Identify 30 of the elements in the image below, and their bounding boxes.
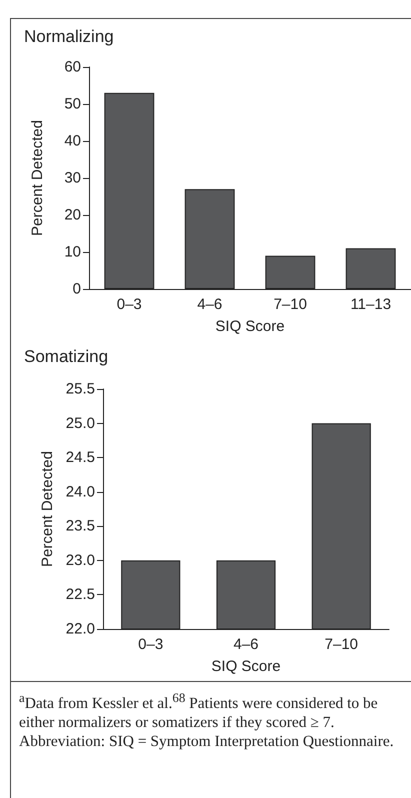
x-axis-title: SIQ Score <box>215 318 285 335</box>
x-tick-label: 7–10 <box>274 296 307 313</box>
x-tick-label: 4–6 <box>233 636 259 653</box>
y-tick-label: 40 <box>64 132 81 150</box>
text: Abbreviation: SIQ = Symptom Interpretation Questionnaire. <box>19 732 395 752</box>
y-tick-label: 24.5 <box>66 449 95 466</box>
x-tick-label: 4–6 <box>197 296 222 313</box>
y-tick-label: 30 <box>64 170 81 186</box>
y-tick-label: 24.0 <box>66 483 95 500</box>
chart-title: Somatizing <box>24 347 108 366</box>
text: $^{a}$Data from Kessler et al.$^{68}$ Patients were considered to be either normalizers or somatizers if they scored ≥ 7. <box>19 689 379 732</box>
y-tick-label: 22.0 <box>66 620 95 638</box>
y-tick-label: 25.5 <box>66 380 95 398</box>
y-tick-label: 20 <box>64 206 81 224</box>
y-tick-label: 10 <box>64 244 81 260</box>
x-tick-label: 7–10 <box>324 636 358 653</box>
y-tick-label: 0 <box>72 280 81 298</box>
y-tick-label: 50 <box>64 96 81 112</box>
x-tick-label: 0–3 <box>116 296 142 313</box>
x-tick-label: 0–3 <box>138 636 164 653</box>
x-tick-label: 11–13 <box>350 296 392 313</box>
y-tick-label: 23.0 <box>66 552 95 569</box>
x-axis-title: SIQ Score <box>211 658 281 675</box>
chart-title: Normalizing <box>24 27 114 46</box>
y-axis-title: Percent Detected <box>29 120 46 236</box>
y-tick-label: 22.5 <box>66 586 95 604</box>
y-tick-label: 25.0 <box>66 414 95 432</box>
y-tick-label: 60 <box>64 58 81 76</box>
y-axis-title: Percent Detected <box>38 451 56 567</box>
y-tick-label: 23.5 <box>66 518 95 535</box>
